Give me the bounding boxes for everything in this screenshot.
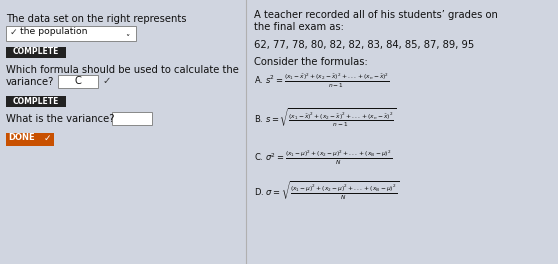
- Text: the population: the population: [20, 27, 88, 36]
- Text: C: C: [75, 76, 81, 86]
- FancyBboxPatch shape: [6, 26, 136, 41]
- Text: 62, 77, 78, 80, 82, 82, 83, 84, 85, 87, 89, 95: 62, 77, 78, 80, 82, 82, 83, 84, 85, 87, …: [253, 40, 474, 50]
- Text: the final exam as:: the final exam as:: [253, 22, 343, 32]
- FancyBboxPatch shape: [6, 96, 66, 107]
- FancyBboxPatch shape: [112, 112, 152, 125]
- Text: ˅: ˅: [126, 34, 130, 43]
- Text: B. $s = \sqrt{\frac{(x_1-\bar{x})^2+(x_2-\bar{x})^2+...+(x_n-\bar{x})^2}{n-1}}$: B. $s = \sqrt{\frac{(x_1-\bar{x})^2+(x_2…: [253, 107, 396, 130]
- Text: The data set on the right represents: The data set on the right represents: [6, 14, 186, 24]
- Text: COMPLETE: COMPLETE: [13, 48, 59, 56]
- Text: C. $\sigma^2 = \frac{(x_1-\mu)^2+(x_2-\mu)^2+...+(x_N-\mu)^2}{N}$: C. $\sigma^2 = \frac{(x_1-\mu)^2+(x_2-\m…: [253, 148, 392, 167]
- FancyBboxPatch shape: [58, 75, 98, 88]
- Text: variance?: variance?: [6, 77, 54, 87]
- Text: Which formula should be used to calculate the: Which formula should be used to calculat…: [6, 65, 239, 75]
- Text: D. $\sigma = \sqrt{\frac{(x_1-\mu)^2+(x_2-\mu)^2+...+(x_N-\mu)^2}{N}}$: D. $\sigma = \sqrt{\frac{(x_1-\mu)^2+(x_…: [253, 180, 398, 202]
- Text: What is the variance?: What is the variance?: [6, 114, 114, 124]
- Text: Consider the formulas:: Consider the formulas:: [253, 57, 367, 67]
- Text: ✓: ✓: [10, 27, 18, 36]
- Text: A teacher recorded all of his students’ grades on: A teacher recorded all of his students’ …: [253, 10, 497, 20]
- Text: DONE: DONE: [8, 134, 35, 143]
- Text: ✓: ✓: [44, 134, 51, 143]
- FancyBboxPatch shape: [6, 133, 54, 146]
- Text: A. $s^2 = \frac{(x_1-\bar{x})^2+(x_2-\bar{x})^2+...+(x_n-\bar{x})^2}{n-1}$: A. $s^2 = \frac{(x_1-\bar{x})^2+(x_2-\ba…: [253, 72, 389, 91]
- Text: ✓: ✓: [102, 76, 110, 86]
- Text: COMPLETE: COMPLETE: [13, 97, 59, 106]
- FancyBboxPatch shape: [6, 47, 66, 58]
